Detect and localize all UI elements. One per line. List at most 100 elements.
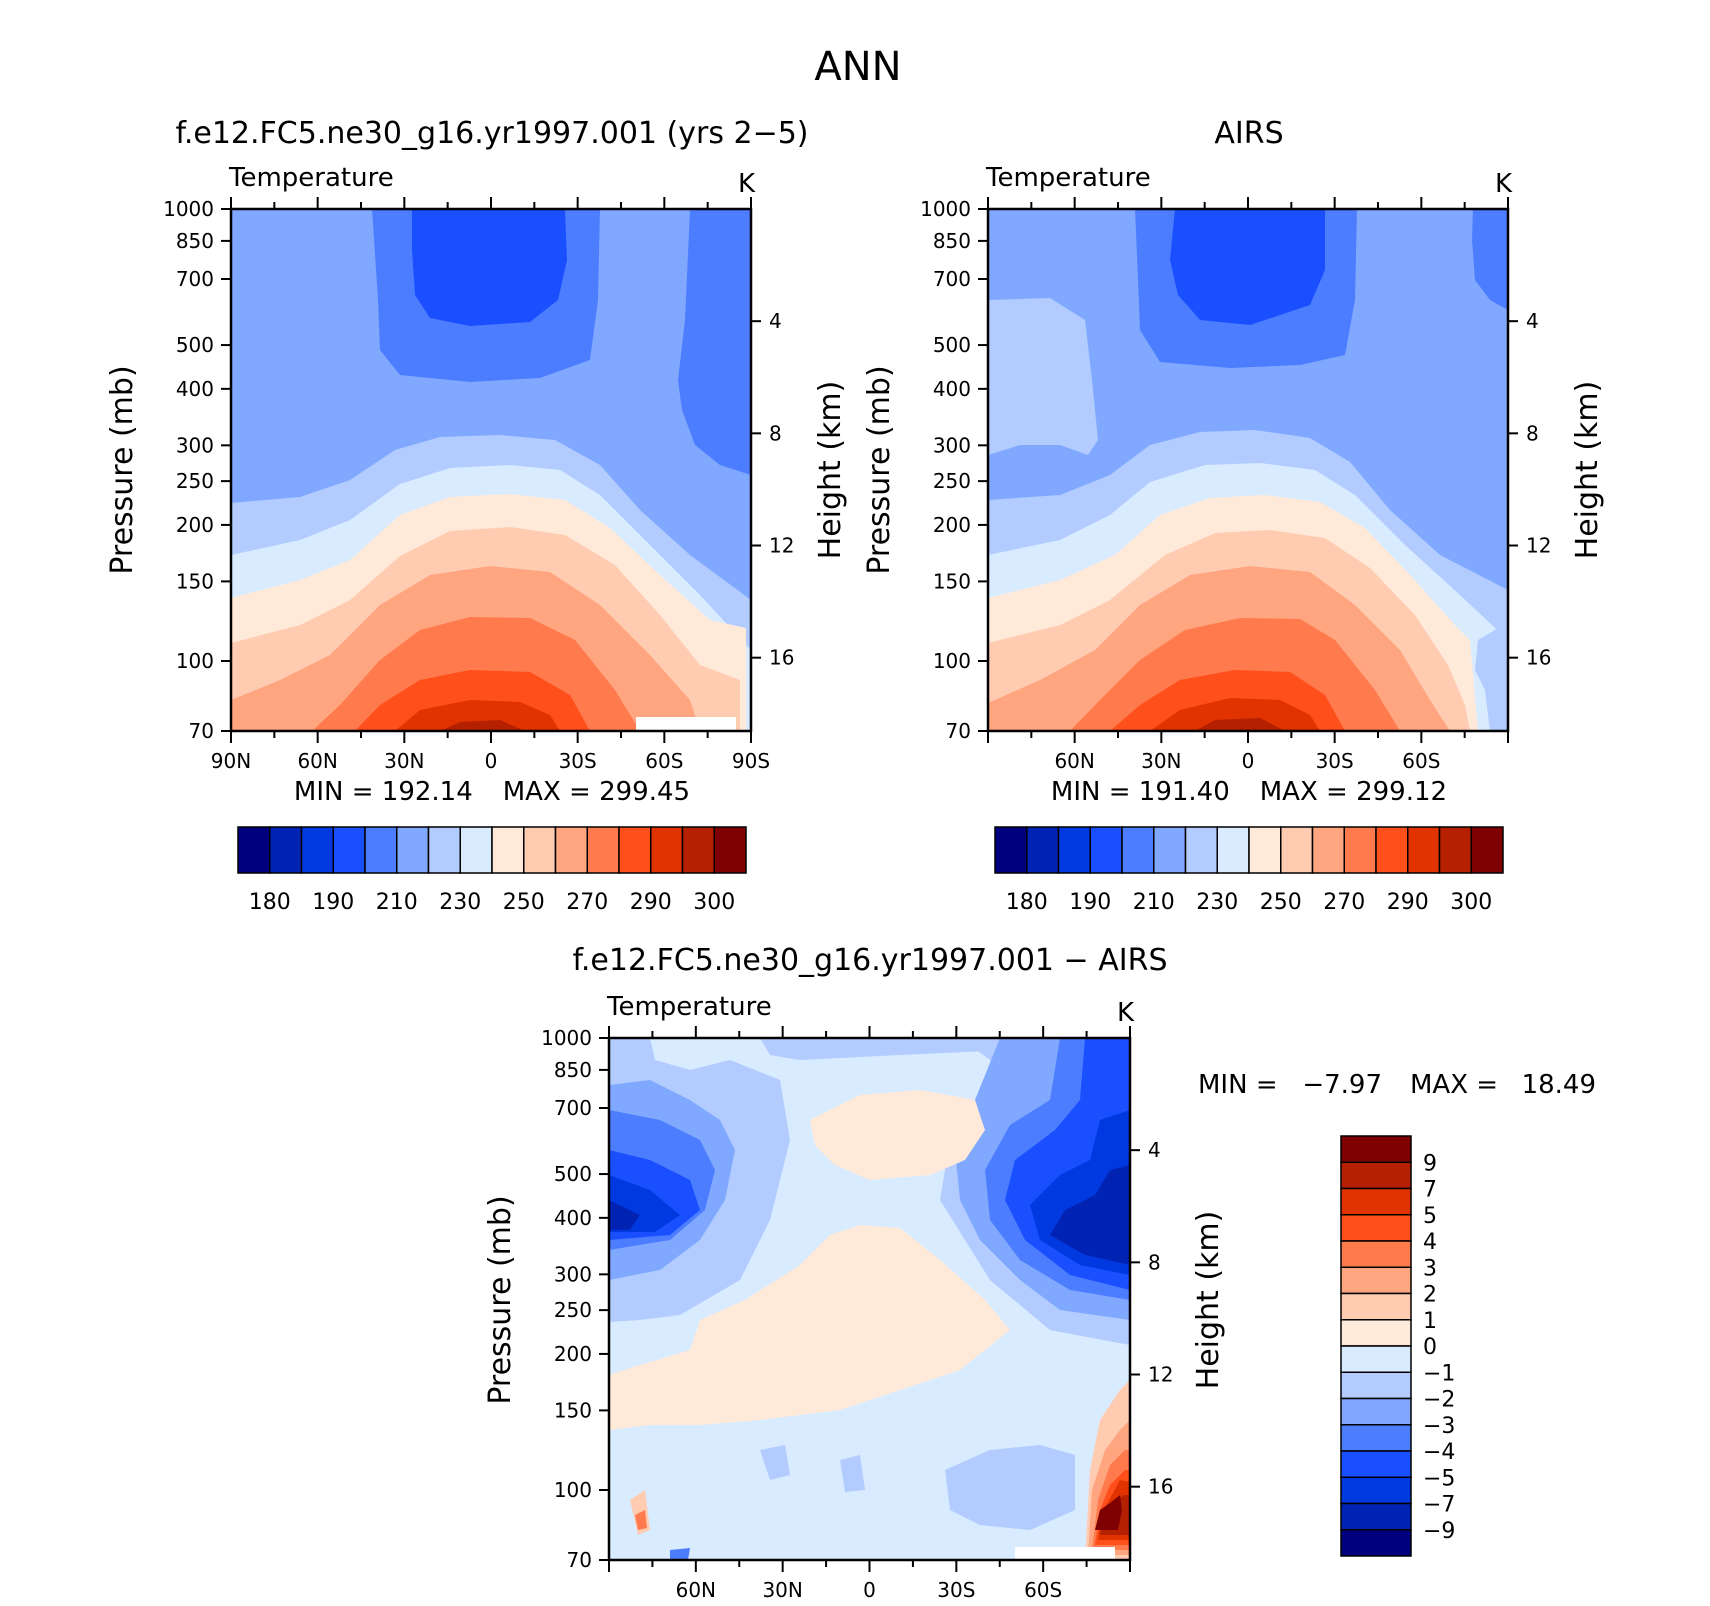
contour-level [1475, 625, 1508, 731]
colorbar-box [1216, 826, 1250, 874]
colorbar-label: 2 [1423, 1283, 1437, 1308]
colorbar-label: 190 [312, 890, 354, 915]
right-tick-label: 8 [769, 421, 782, 445]
units-label: K [738, 169, 756, 199]
variable-label: Temperature [228, 163, 394, 193]
right-tick-label: 12 [1526, 534, 1551, 558]
y-tick-label: 70 [946, 719, 971, 743]
colorbar-box [1340, 1502, 1412, 1531]
y-tick-label: 200 [554, 1342, 592, 1366]
right-tick-label: 12 [769, 534, 794, 558]
x-tick-label: 60S [645, 749, 683, 773]
panel-obs: AIRS Temperature K 70 100 150 200 250 300 400 5… [862, 116, 1605, 915]
y-tick-label: 500 [933, 333, 971, 357]
min-max-label: MIN = 191.40 MAX = 299.12 [1051, 777, 1447, 807]
x-tick-label: 60N [676, 1578, 716, 1602]
y-tick-label: 300 [933, 433, 971, 457]
y-axis-label: Pressure (mb) [862, 365, 897, 574]
y-tick-label: 150 [554, 1398, 592, 1422]
colorbar-box [1340, 1135, 1412, 1163]
colorbar-box [427, 826, 461, 874]
contour-level [395, 700, 560, 731]
max-value: 18.49 [1522, 1070, 1596, 1100]
x-tick-label: 30N [384, 749, 424, 773]
missing-data [636, 717, 736, 731]
colorbar-label: 210 [1133, 890, 1175, 915]
y-tick-label: 1000 [920, 197, 971, 221]
panel-title: f.e12.FC5.ne30_g16.yr1997.001 − AIRS [572, 943, 1167, 978]
colorbar-box [681, 826, 715, 874]
colorbar-label: 210 [376, 890, 418, 915]
colorbar-label: 290 [1387, 890, 1429, 915]
colorbar-box [1311, 826, 1345, 874]
colorbar-label: 300 [693, 890, 735, 915]
contour-level [988, 298, 1098, 455]
y-tick-label: 250 [554, 1298, 592, 1322]
max-label: MAX = 299.12 [1260, 777, 1447, 807]
y-tick-label: 250 [933, 469, 971, 493]
max-label: MAX = [1410, 1070, 1498, 1100]
colorbar-box [1153, 826, 1187, 874]
x-tick-label: 60N [297, 749, 337, 773]
colorbar-box [1407, 826, 1441, 874]
y-axis-label: Pressure (mb) [483, 1195, 518, 1404]
colorbar-label: 230 [439, 890, 481, 915]
colorbar-label: −1 [1423, 1361, 1455, 1386]
y-tick-label: 850 [176, 229, 214, 253]
contour-level [678, 209, 751, 475]
colorbar-box [713, 826, 747, 874]
contour-level [1095, 1495, 1122, 1530]
y-tick-label: 100 [933, 649, 971, 673]
y-tick-label: 70 [189, 719, 214, 743]
colorbar-box [237, 826, 271, 874]
colorbar-box [1375, 826, 1409, 874]
y-axis-label: Pressure (mb) [105, 365, 140, 574]
x-tick-label: 0 [1242, 749, 1255, 773]
y-tick-label: 300 [176, 433, 214, 457]
x-tick-label: 90S [732, 749, 770, 773]
colorbar-box [1343, 826, 1377, 874]
contour-level [1050, 1165, 1130, 1265]
x-tick-label: 0 [485, 749, 498, 773]
colorbar-box [1340, 1240, 1412, 1268]
colorbar-box [1340, 1187, 1412, 1216]
colorbar-box [1340, 1397, 1412, 1426]
contour-level [440, 720, 525, 731]
y-tick-label: 250 [176, 469, 214, 493]
panel-diff: f.e12.FC5.ne30_g16.yr1997.001 − AIRS Tem… [483, 943, 1596, 1602]
y-tick-label: 300 [554, 1262, 592, 1286]
axis-group: 70 100 150 200 250 300 400 500 700 850 1000 4 8 12 16 6… [541, 1026, 1173, 1602]
colorbar: 180 190 210 230 250 270 290 300 [994, 826, 1504, 915]
missing-data [1015, 1547, 1115, 1560]
colorbar-box [650, 826, 684, 874]
axis-group: 70 100 150 200 250 300 400 500 700 850 1000 4 8 12 16 6… [920, 197, 1551, 773]
right-axis-label: Height (km) [813, 381, 848, 560]
y-tick-label: 150 [176, 569, 214, 593]
y-tick-label: 400 [554, 1206, 592, 1230]
colorbar-box [269, 826, 303, 874]
colorbar-box [1340, 1476, 1412, 1505]
colorbar-box [1057, 826, 1091, 874]
right-tick-label: 16 [1526, 646, 1551, 670]
contour-level [635, 1510, 647, 1530]
colorbar-box [491, 826, 525, 874]
contour-level [609, 1200, 640, 1230]
contour-level [1170, 209, 1325, 325]
colorbar-box [459, 826, 493, 874]
colorbar-label: 180 [1006, 890, 1048, 915]
right-axis-label: Height (km) [1570, 381, 1605, 560]
colorbar-box [1470, 826, 1504, 874]
variable-label: Temperature [985, 163, 1151, 193]
page-title: ANN [814, 44, 901, 90]
colorbar-box [332, 826, 366, 874]
right-tick-label: 16 [1148, 1475, 1173, 1499]
y-tick-label: 500 [176, 333, 214, 357]
contour-level [412, 209, 567, 326]
colorbar-box [1121, 826, 1155, 874]
colorbar-label: −4 [1423, 1440, 1455, 1465]
colorbar-box [1340, 1214, 1412, 1242]
y-tick-label: 700 [176, 267, 214, 291]
contour-level [760, 1038, 1010, 1060]
contour-field [988, 209, 1508, 731]
